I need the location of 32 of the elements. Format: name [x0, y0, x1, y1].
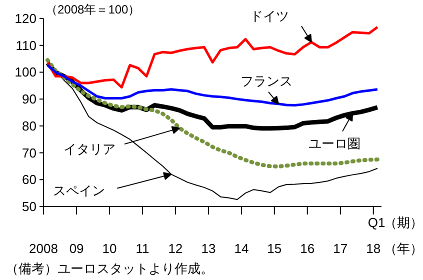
y-tick-label: 50: [22, 199, 37, 214]
x-tick-label: 2008: [29, 241, 58, 256]
y-tick-label: 90: [22, 92, 37, 107]
line-series: [46, 64, 379, 106]
line-series: [46, 26, 379, 89]
line-series: [46, 58, 380, 168]
annotation: ドイツ: [250, 8, 289, 24]
x-tick-label: 13: [201, 241, 216, 256]
text: （備考）ユーロスタットより作成。: [6, 261, 214, 276]
x-tick-label: 15: [267, 241, 282, 256]
x-tick-label: 16: [300, 241, 315, 256]
x-tick-label: 12: [168, 241, 183, 256]
text: （年）: [384, 241, 423, 256]
y-tick-label: 60: [22, 172, 37, 188]
annotation: イタリア: [63, 142, 116, 157]
y-axis-title: （2008年＝100）: [46, 2, 140, 16]
text: （期）: [384, 215, 423, 230]
x-tick-label: 11: [136, 241, 150, 256]
text: Q1: [368, 215, 386, 230]
y-tick-label: 120: [14, 11, 37, 26]
y-tick-label: 70: [22, 145, 37, 160]
y-tick-label: 80: [22, 118, 37, 134]
annotation: スペイン: [53, 182, 106, 198]
annotation: フランス: [240, 73, 292, 88]
y-tick-label: 110: [16, 38, 37, 53]
x-tick-label: 09: [69, 241, 84, 256]
x-tick-label: 14: [234, 241, 249, 256]
x-tick-label: 10: [102, 241, 117, 256]
x-tick-label: 18: [366, 241, 381, 256]
y-tick-label: 100: [14, 64, 37, 80]
x-tick-label: 17: [333, 241, 348, 256]
annotation: ユーロ圏: [308, 136, 361, 151]
